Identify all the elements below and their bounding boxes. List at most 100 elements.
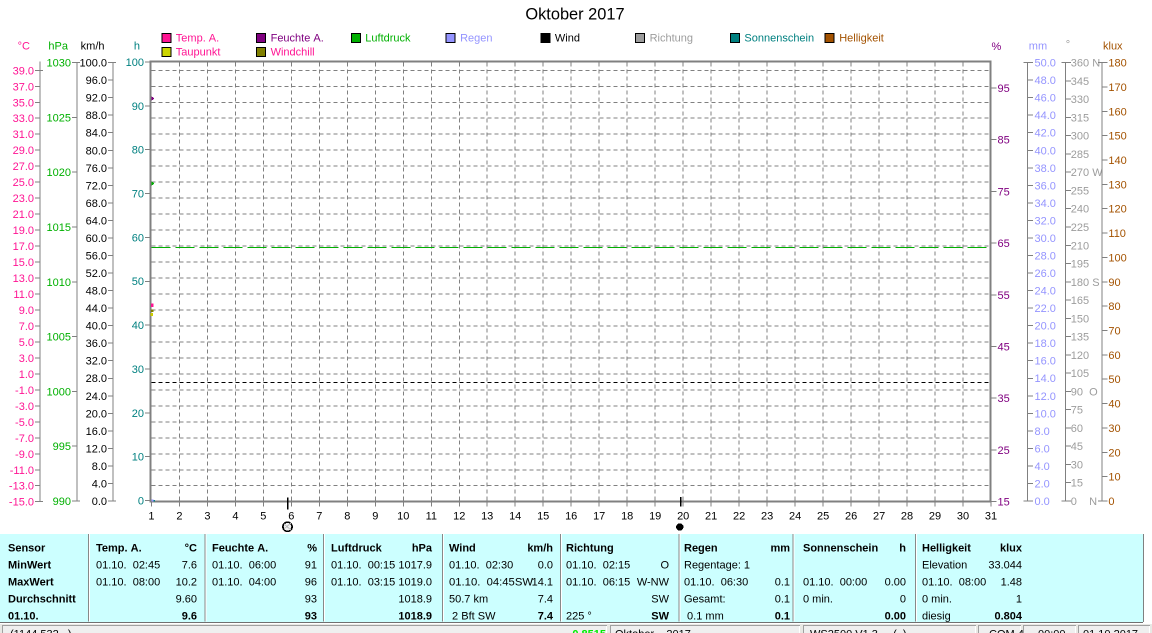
svg-text:93: 93 [305, 594, 317, 606]
svg-text:15: 15 [537, 511, 549, 523]
svg-text:0: 0 [900, 594, 906, 606]
svg-text:150: 150 [1108, 131, 1126, 143]
svg-text:36.0: 36.0 [86, 338, 107, 350]
svg-text:COM 4: COM 4 [989, 629, 1024, 633]
svg-text:315: 315 [1071, 112, 1089, 124]
svg-text:225 °: 225 ° [566, 611, 592, 623]
svg-text:195: 195 [1071, 259, 1089, 271]
svg-text:mm: mm [1029, 41, 1047, 53]
svg-text:7.4: 7.4 [538, 611, 554, 623]
svg-text:15.0: 15.0 [13, 257, 34, 269]
svg-text:24.0: 24.0 [86, 391, 107, 403]
svg-text:65: 65 [998, 238, 1010, 250]
svg-text:180: 180 [1108, 58, 1126, 70]
svg-text:130: 130 [1108, 179, 1126, 191]
svg-text:10: 10 [397, 511, 409, 523]
svg-text:7.0: 7.0 [19, 321, 34, 333]
svg-text:hPa: hPa [412, 543, 433, 555]
svg-text:20.0: 20.0 [1035, 321, 1056, 333]
svg-text:Wind: Wind [449, 543, 476, 555]
svg-text:-11.0: -11.0 [10, 465, 34, 477]
svg-text:00:00: 00:00 [1038, 629, 1066, 633]
svg-text:0.1: 0.1 [775, 577, 790, 589]
svg-text:h: h [134, 41, 140, 53]
svg-text:(1144,532 ..): (1144,532 ..) [10, 629, 72, 633]
svg-text:30: 30 [957, 511, 969, 523]
svg-text:MaxWert: MaxWert [8, 577, 54, 589]
svg-text:4.0: 4.0 [92, 479, 107, 491]
svg-text:60.0: 60.0 [86, 233, 107, 245]
svg-text:120: 120 [1071, 350, 1089, 362]
svg-text:26.0: 26.0 [1035, 268, 1056, 280]
svg-text:35.0: 35.0 [13, 97, 34, 109]
svg-text:270 W: 270 W [1071, 167, 1103, 179]
svg-text:0.00: 0.00 [885, 577, 906, 589]
svg-text:0.0: 0.0 [1035, 496, 1050, 508]
svg-text:225: 225 [1071, 222, 1089, 234]
svg-text:0 N: 0 N [1071, 496, 1097, 508]
svg-text:210: 210 [1071, 240, 1089, 252]
svg-text:44.0: 44.0 [86, 303, 107, 315]
svg-text:25.0: 25.0 [13, 177, 34, 189]
svg-text:19.0: 19.0 [13, 225, 34, 237]
svg-text:75: 75 [1071, 405, 1083, 417]
svg-text:165: 165 [1071, 295, 1089, 307]
svg-text:11: 11 [426, 511, 437, 523]
svg-text:68.0: 68.0 [86, 198, 107, 210]
svg-text:01.10. 02:15: 01.10. 02:15 [566, 560, 630, 572]
svg-text:33.044: 33.044 [988, 560, 1022, 572]
svg-text:Temp. A.: Temp. A. [176, 33, 219, 45]
svg-text:21: 21 [705, 511, 717, 523]
svg-text:50: 50 [132, 276, 144, 288]
svg-text:50.7 km: 50.7 km [449, 594, 488, 606]
svg-text:5: 5 [260, 511, 266, 523]
svg-text:%: % [307, 543, 317, 555]
svg-text:1017.9: 1017.9 [398, 560, 432, 572]
svg-text:60: 60 [132, 232, 144, 244]
svg-text:31.0: 31.0 [13, 129, 34, 141]
svg-text:100: 100 [1108, 252, 1126, 264]
svg-text:MinWert: MinWert [8, 560, 52, 572]
svg-text:120: 120 [1108, 204, 1126, 216]
svg-text:105: 105 [1071, 368, 1089, 380]
svg-text:-9.0: -9.0 [15, 449, 34, 461]
svg-text:6: 6 [288, 511, 294, 523]
svg-text:1.0: 1.0 [19, 369, 34, 381]
svg-text:17: 17 [593, 511, 605, 523]
svg-text:22: 22 [733, 511, 745, 523]
svg-text:Sensor: Sensor [8, 543, 46, 555]
svg-text:33.0: 33.0 [13, 113, 34, 125]
svg-text:20: 20 [132, 408, 144, 420]
svg-text:70: 70 [1108, 326, 1120, 338]
svg-text:0.1: 0.1 [775, 611, 790, 623]
svg-text:0: 0 [138, 496, 144, 508]
svg-text:24: 24 [789, 511, 801, 523]
svg-text:Sonnenschein: Sonnenschein [803, 543, 878, 555]
svg-text:10: 10 [1108, 472, 1120, 484]
svg-text:24.0: 24.0 [1035, 286, 1056, 298]
svg-text:Sonnenschein: Sonnenschein [744, 33, 814, 45]
svg-text:10.2: 10.2 [176, 577, 197, 589]
svg-text:-5.0: -5.0 [15, 417, 34, 429]
svg-text:Regen: Regen [460, 33, 492, 45]
svg-text:12.0: 12.0 [86, 443, 107, 455]
svg-text:40.0: 40.0 [86, 321, 107, 333]
svg-text:995: 995 [53, 441, 71, 453]
svg-text:40: 40 [1108, 399, 1120, 411]
svg-text:0: 0 [1108, 496, 1114, 508]
svg-text:klux: klux [1103, 41, 1123, 53]
svg-text:1000: 1000 [47, 386, 71, 398]
svg-text:2.0: 2.0 [1035, 479, 1050, 491]
svg-text:56.0: 56.0 [86, 251, 107, 263]
svg-text:110: 110 [1108, 228, 1126, 240]
svg-text:37.0: 37.0 [13, 81, 34, 93]
svg-text:80: 80 [1108, 301, 1120, 313]
svg-text:Windchill: Windchill [271, 47, 315, 59]
svg-text:16.0: 16.0 [1035, 356, 1056, 368]
svg-text:7.6: 7.6 [182, 560, 197, 572]
svg-text:46.0: 46.0 [1035, 93, 1056, 105]
svg-text:%: % [992, 41, 1002, 53]
svg-text:13: 13 [481, 511, 493, 523]
svg-text:31: 31 [985, 511, 997, 523]
svg-text:90 O: 90 O [1071, 386, 1098, 398]
